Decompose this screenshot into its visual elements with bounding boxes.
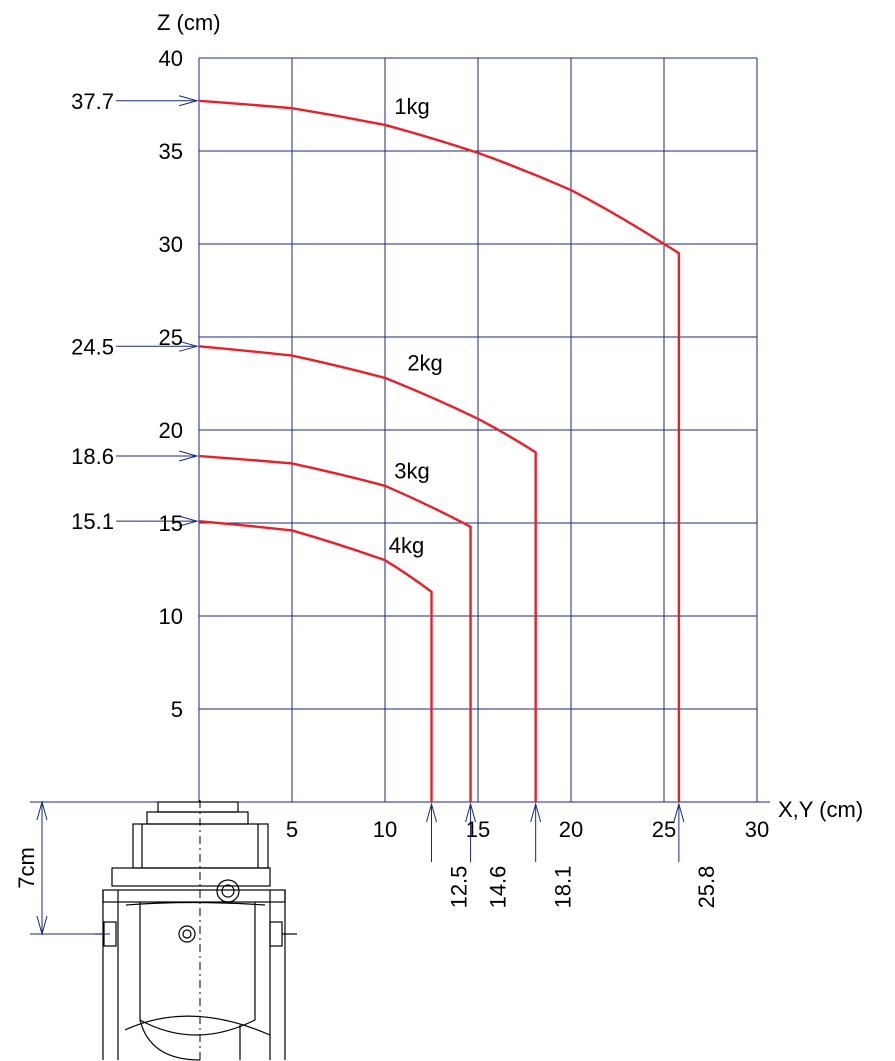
x-tick-label: 20 (559, 817, 583, 842)
y-tick-label: 40 (159, 46, 183, 71)
z-max-label: 18.6 (71, 444, 114, 469)
x-tick-label: 25 (652, 817, 676, 842)
x-max-arrow (465, 802, 477, 823)
series-label-2kg: 2kg (407, 350, 442, 375)
y-tick-label: 30 (159, 232, 183, 257)
x-tick-label: 5 (286, 817, 298, 842)
payload-curve-1kg (198, 99, 681, 802)
x-max-arrow (673, 802, 685, 823)
z-max-label: 37.7 (71, 89, 114, 114)
x-axis-title: X,Y (cm) (778, 797, 863, 822)
series-label-1kg: 1kg (394, 94, 429, 119)
z-max-arrow (178, 515, 199, 527)
x-max-arrow (426, 802, 437, 823)
x-max-label: 12.5 (447, 866, 472, 909)
y-tick-label: 5 (171, 697, 183, 722)
series-label-3kg: 3kg (394, 458, 429, 483)
payload-curve-3kg (198, 454, 472, 802)
z-max-arrow (178, 340, 199, 352)
y-tick-label: 10 (159, 604, 183, 629)
x-max-label: 18.1 (551, 866, 576, 909)
chart-grid (30, 57, 770, 803)
payload-curves: 1kg 2kg 3kg 4kg (198, 94, 681, 802)
x-max-label: 14.6 (486, 866, 511, 909)
y-tick-label: 35 (159, 139, 183, 164)
base-dimension-arrow (36, 800, 48, 821)
robot-arm-illustration (95, 800, 297, 1061)
y-axis-title: Z (cm) (157, 10, 221, 35)
axis-labels: Z (cm) X,Y (cm) 5 10 15 20 25 30 5 10 15 20 25 30 35… (157, 10, 863, 842)
x-max-label: 25.8 (694, 866, 719, 909)
payload-curve-2kg (198, 345, 537, 802)
x-max-arrow (530, 802, 542, 823)
z-max-label: 15.1 (71, 509, 114, 534)
series-label-4kg: 4kg (389, 533, 424, 558)
z-max-arrow (178, 95, 199, 107)
x-tick-label: 10 (373, 817, 397, 842)
base-dimension-arrow (36, 915, 48, 936)
y-tick-label: 25 (159, 325, 183, 350)
y-tick-label: 20 (159, 418, 183, 443)
x-tick-label: 15 (466, 817, 490, 842)
z-max-label: 24.5 (71, 334, 114, 359)
payload-curve-4kg (198, 519, 433, 802)
z-max-arrow (178, 450, 199, 462)
x-tick-label: 30 (745, 817, 769, 842)
base-dimension-label: 7cm (14, 847, 39, 889)
y-tick-label: 15 (159, 511, 183, 536)
dimension-annotations: 37.7 25.8 24.5 18.1 18.6 14.6 15.1 12.5 7cm (14, 89, 719, 936)
